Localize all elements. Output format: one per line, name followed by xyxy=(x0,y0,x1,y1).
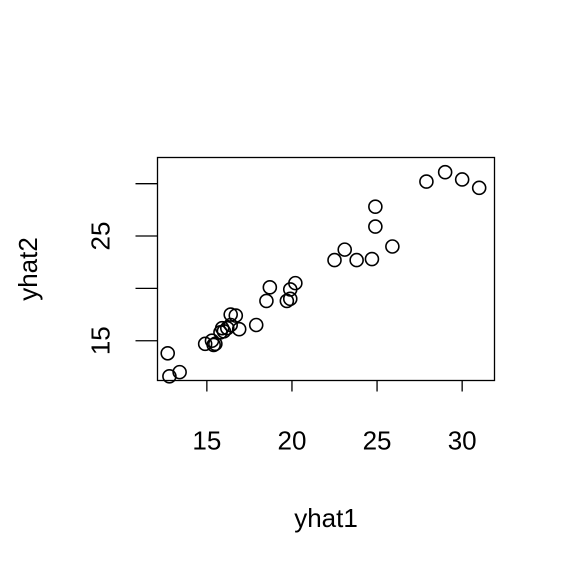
data-point xyxy=(337,242,353,257)
data-point xyxy=(259,293,274,309)
x-tick-label: 15 xyxy=(192,426,221,456)
data-point xyxy=(385,239,400,254)
data-point xyxy=(231,321,247,337)
y-axis-title: yhat2 xyxy=(13,237,43,301)
data-point xyxy=(160,345,176,361)
data-point xyxy=(282,291,298,307)
plot-frame xyxy=(156,156,496,382)
data-point xyxy=(454,172,470,187)
data-point xyxy=(368,199,383,215)
y-tick-label: 25 xyxy=(86,222,116,251)
data-point xyxy=(219,320,235,336)
data-point xyxy=(228,308,244,323)
data-point xyxy=(471,180,487,196)
data-point xyxy=(364,251,380,267)
data-point xyxy=(172,364,187,380)
data-point xyxy=(437,164,453,180)
data-point xyxy=(262,280,278,295)
x-tick-label: 25 xyxy=(363,426,392,456)
data-point xyxy=(327,252,342,268)
data-point xyxy=(349,252,364,268)
data-point xyxy=(162,369,177,384)
data-point xyxy=(248,317,264,333)
data-point xyxy=(288,275,303,291)
y-tick-label: 15 xyxy=(86,326,116,355)
x-tick-label: 20 xyxy=(277,426,306,456)
data-point xyxy=(206,337,221,353)
data-point xyxy=(223,307,238,322)
data-point xyxy=(419,174,434,189)
x-tick-label: 30 xyxy=(448,426,477,456)
data-point xyxy=(368,219,383,234)
x-axis-title: yhat1 xyxy=(294,503,358,533)
data-points xyxy=(160,164,487,384)
x-axis: 15 20 25 30 xyxy=(192,380,477,456)
data-point xyxy=(197,336,213,352)
